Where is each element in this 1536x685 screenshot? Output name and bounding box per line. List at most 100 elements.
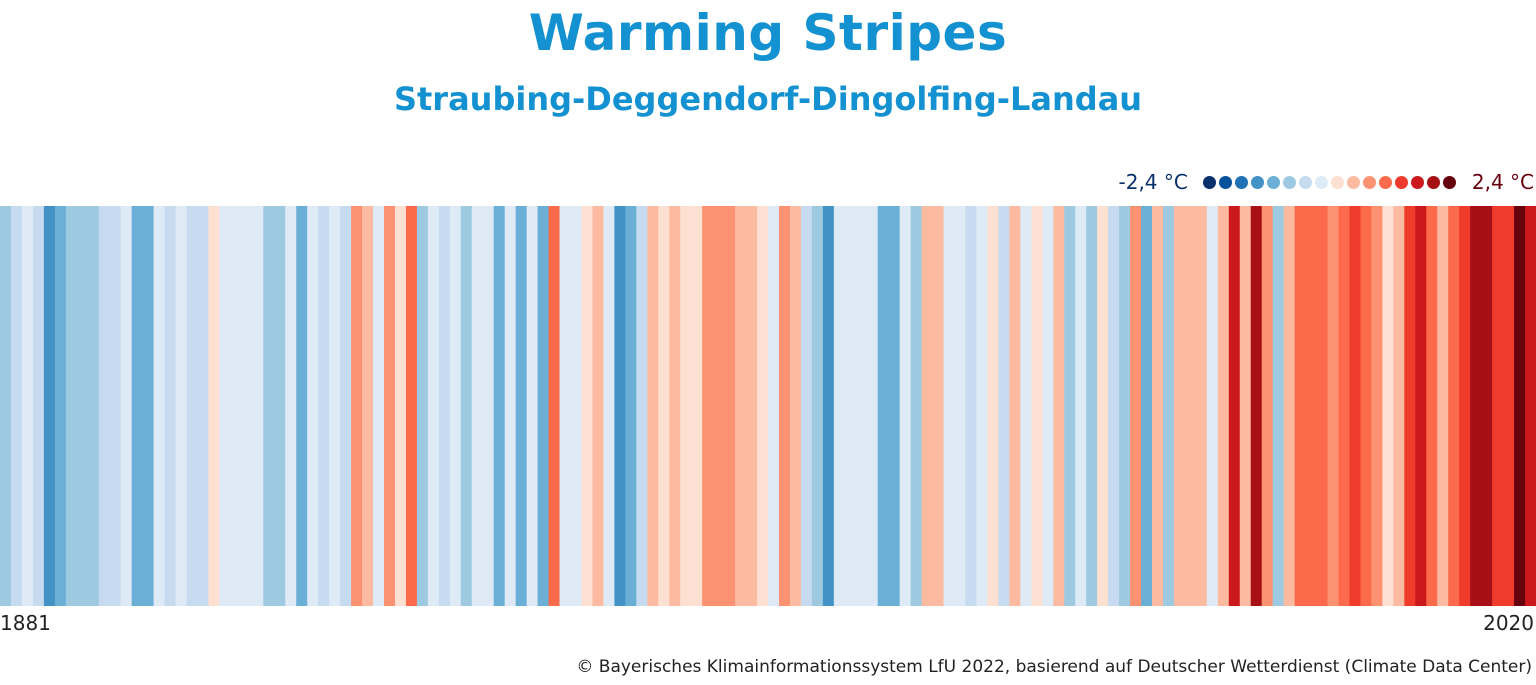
year-stripe (789, 206, 802, 606)
chart-title: Warming Stripes (528, 4, 1008, 62)
year-stripe (548, 206, 561, 606)
year-stripe (43, 206, 56, 606)
year-stripe (405, 206, 418, 606)
year-stripe (932, 206, 945, 606)
year-stripe (1064, 206, 1076, 606)
year-stripe (822, 206, 835, 606)
year-stripe (965, 206, 978, 606)
year-stripe (21, 206, 34, 606)
year-stripe (1415, 206, 1427, 606)
year-stripe (296, 206, 308, 606)
year-stripe (1042, 206, 1054, 606)
year-stripe (669, 206, 681, 606)
year-stripe (1031, 206, 1043, 606)
year-stripe (691, 206, 703, 606)
year-stripe (581, 206, 594, 606)
year-stripe (1316, 206, 1329, 606)
year-stripe (493, 206, 506, 606)
year-stripe (735, 206, 747, 606)
year-stripe (471, 206, 484, 606)
year-stripe (844, 206, 857, 606)
year-stripe (98, 206, 111, 606)
source-credit: © Bayerisches Klimainformationssystem Lf… (576, 657, 1532, 677)
year-stripe (943, 206, 956, 606)
year-stripe (76, 206, 89, 606)
year-stripe (724, 206, 736, 606)
legend-dot (1299, 175, 1313, 189)
year-stripe (987, 206, 999, 606)
year-stripe (1053, 206, 1065, 606)
legend-max-label: 2,4 °C (1471, 170, 1534, 194)
year-stripe (1184, 206, 1197, 606)
year-stripe (800, 206, 813, 606)
year-stripe (373, 206, 385, 606)
year-stripe (811, 206, 824, 606)
year-stripe (10, 206, 23, 606)
year-stripe (592, 206, 605, 606)
year-stripe (899, 206, 912, 606)
year-stripe (384, 206, 396, 606)
year-stripe (252, 206, 264, 606)
legend-min-label: -2,4 °C (1118, 170, 1188, 194)
year-stripe (713, 206, 725, 606)
year-stripe (1459, 206, 1471, 606)
year-stripe (1206, 206, 1219, 606)
year-stripe (1426, 206, 1438, 606)
year-stripe (329, 206, 341, 606)
year-stripe (175, 206, 188, 606)
year-stripe (164, 206, 177, 606)
year-stripe (614, 206, 626, 606)
year-stripe (1108, 206, 1120, 606)
year-stripe (1152, 206, 1164, 606)
legend-dot (1395, 175, 1409, 189)
year-stripe (1162, 206, 1175, 606)
year-stripe (537, 206, 550, 606)
year-stripe (778, 206, 791, 606)
year-stripe (1250, 206, 1263, 606)
warming-stripes-chart (0, 206, 1536, 606)
year-stripe (208, 206, 221, 606)
year-stripe (1261, 206, 1274, 606)
year-stripe (1492, 206, 1504, 606)
year-stripe (1283, 206, 1296, 606)
legend-dot (1347, 175, 1361, 189)
year-stripe (307, 206, 319, 606)
year-stripe (1327, 206, 1340, 606)
year-stripe (1349, 206, 1362, 606)
legend-dot (1251, 175, 1265, 189)
year-stripe (1020, 206, 1032, 606)
year-stripe (1525, 206, 1536, 606)
year-stripe (120, 206, 133, 606)
year-stripe (746, 206, 758, 606)
year-stripe (1404, 206, 1416, 606)
year-stripe (1141, 206, 1153, 606)
year-stripe (559, 206, 572, 606)
year-stripe (1217, 206, 1230, 606)
year-stripe (1130, 206, 1142, 606)
year-stripe (833, 206, 846, 606)
x-start-label: 1881 (0, 611, 51, 635)
legend-dot (1203, 175, 1217, 189)
year-stripe (186, 206, 199, 606)
year-stripe (142, 206, 155, 606)
year-stripe (1009, 206, 1021, 606)
year-stripe (976, 206, 989, 606)
year-stripe (1382, 206, 1394, 606)
year-stripe (757, 206, 769, 606)
year-stripe (362, 206, 374, 606)
year-stripe (1075, 206, 1087, 606)
year-stripe (1228, 206, 1241, 606)
year-stripe (625, 206, 637, 606)
year-stripe (460, 206, 473, 606)
year-stripe (427, 206, 440, 606)
year-stripe (954, 206, 967, 606)
year-stripe (1437, 206, 1449, 606)
year-stripe (998, 206, 1010, 606)
legend-dot (1219, 175, 1233, 189)
year-stripe (1239, 206, 1252, 606)
year-stripe (702, 206, 714, 606)
legend-dot (1427, 175, 1441, 189)
year-stripe (241, 206, 253, 606)
x-end-label: 2020 (1483, 611, 1534, 635)
year-stripe (285, 206, 297, 606)
